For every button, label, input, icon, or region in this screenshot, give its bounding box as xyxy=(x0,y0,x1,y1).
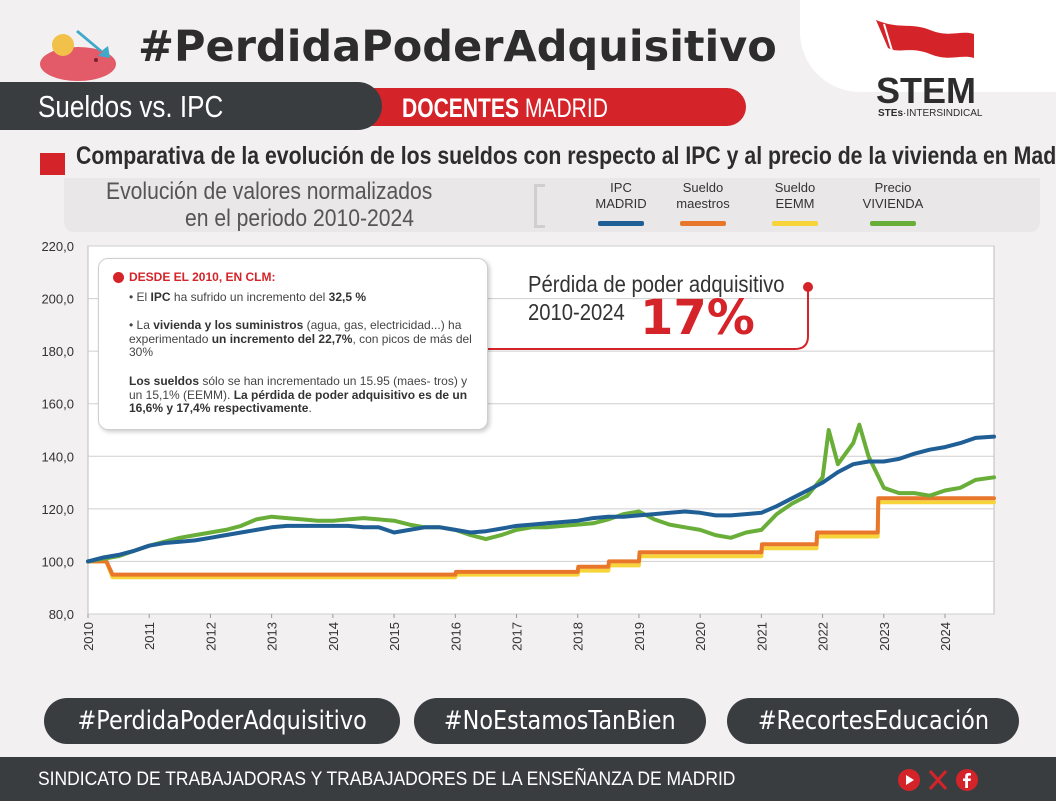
hashtag-title: #PerdidaPoderAdquisitivo xyxy=(138,22,777,72)
y-tick-label: 120,0 xyxy=(41,502,74,517)
y-tick-label: 80,0 xyxy=(49,607,74,622)
annotation-ipc: • El IPC ha sufrido un incremento del 32… xyxy=(129,290,367,304)
x-tick-label: 2012 xyxy=(203,622,218,651)
y-tick-label: 220,0 xyxy=(41,239,74,254)
legend-label: VIVIENDA xyxy=(862,196,924,211)
x-tick-label: 2016 xyxy=(448,622,463,651)
x-icon[interactable] xyxy=(927,769,949,791)
madrid-label: MADRID xyxy=(524,93,608,123)
x-tick-label: 2020 xyxy=(693,622,708,651)
hashtag-pill-noestamos: #NoEstamosTanBien xyxy=(414,698,706,744)
x-tick-label: 2017 xyxy=(510,622,525,651)
youtube-icon[interactable] xyxy=(898,769,920,791)
x-tick-label: 2011 xyxy=(142,622,157,650)
x-tick-label: 2021 xyxy=(754,622,769,651)
y-tick-label: 100,0 xyxy=(41,554,74,569)
legend-label: Sueldo xyxy=(774,180,816,195)
x-tick-label: 2019 xyxy=(632,622,647,651)
legend-label: EEMM xyxy=(775,196,815,211)
legend-swatch xyxy=(870,221,916,226)
legend-swatch xyxy=(680,221,726,226)
loss-percentage: 17% xyxy=(640,290,755,346)
piggy-bank-icon xyxy=(40,30,116,81)
x-tick-label: 2015 xyxy=(387,622,402,651)
facebook-icon[interactable] xyxy=(956,769,978,791)
subtitle-marker xyxy=(40,153,65,175)
annotation-heading: DESDE EL 2010, EN CLM: xyxy=(129,270,276,284)
x-tick-label: 2024 xyxy=(938,622,953,651)
stem-flag-logo-icon xyxy=(876,20,974,65)
loss-connector xyxy=(480,288,809,350)
x-tick-label: 2013 xyxy=(265,622,280,651)
legend-item: IPC MADRID xyxy=(576,180,666,226)
footer-text: SINDICATO DE TRABAJADORAS Y TRABAJADORES… xyxy=(38,769,736,790)
series-line xyxy=(86,422,996,564)
docentes-label: DOCENTES xyxy=(402,93,520,123)
docentes-madrid-pill: DOCENTES MADRID xyxy=(368,88,746,126)
x-tick-label: 2022 xyxy=(816,622,831,651)
legend-label: Precio xyxy=(874,180,912,195)
legend-label: Sueldo xyxy=(682,180,724,195)
legend-swatch xyxy=(598,221,644,226)
series-line xyxy=(86,496,996,577)
annotation-bullet xyxy=(113,272,124,283)
legend-label: maestros xyxy=(676,196,730,211)
hashtag-pill-recortes: #RecortesEducación xyxy=(727,698,1019,744)
y-tick-label: 200,0 xyxy=(41,292,74,307)
sueldos-ipc-pill: Sueldos vs. IPC xyxy=(0,82,382,130)
x-tick-label: 2010 xyxy=(81,622,96,651)
legend-item: Sueldo maestros xyxy=(658,180,748,226)
loss-label: Pérdida de poder adquisitivo 2010-2024 xyxy=(528,271,785,325)
y-tick-label: 160,0 xyxy=(41,397,74,412)
annotation-vivienda: • La vivienda y los suministros (agua, g… xyxy=(129,318,472,359)
sueldos-ipc-label: Sueldos vs. IPC xyxy=(38,89,224,124)
y-tick-label: 180,0 xyxy=(41,344,74,359)
x-tick-label: 2023 xyxy=(877,622,892,651)
y-tick-label: 140,0 xyxy=(41,449,74,464)
legend-item: Precio VIVIENDA xyxy=(848,180,938,226)
legend-panel: Evolución de valores normalizados en el … xyxy=(64,178,1040,232)
chart-subtitle: Comparativa de la evolución de los sueld… xyxy=(76,142,1056,170)
evolution-title: Evolución de valores normalizados en el … xyxy=(106,178,433,232)
logo-subtext: STEs·INTERSINDICAL xyxy=(878,108,983,119)
logo-text: STEM xyxy=(876,70,977,111)
footer: SINDICATO DE TRABAJADORAS Y TRABAJADORES… xyxy=(0,757,1056,801)
legend-label: MADRID xyxy=(595,196,647,211)
annotation-box: DESDE EL 2010, EN CLM: • El IPC ha sufri… xyxy=(98,258,488,430)
loss-connector-dot xyxy=(803,282,813,292)
x-tick-label: 2014 xyxy=(326,622,341,651)
x-tick-label: 2018 xyxy=(571,622,586,651)
hashtag-pill-perdida: #PerdidaPoderAdquisitivo xyxy=(44,698,400,744)
series-line xyxy=(86,500,996,580)
legend-swatch xyxy=(772,221,818,226)
legend-bracket xyxy=(534,184,545,228)
legend-item: Sueldo EEMM xyxy=(750,180,840,226)
series-line xyxy=(86,434,996,564)
line-chart: 80,0 100,0 120,0 140,0 160,0 180,0 200,0 220,0 2… xyxy=(41,239,996,651)
annotation-sueldos: Los sueldos sólo se han incrementado un … xyxy=(129,374,468,415)
legend-label: IPC xyxy=(610,180,632,195)
